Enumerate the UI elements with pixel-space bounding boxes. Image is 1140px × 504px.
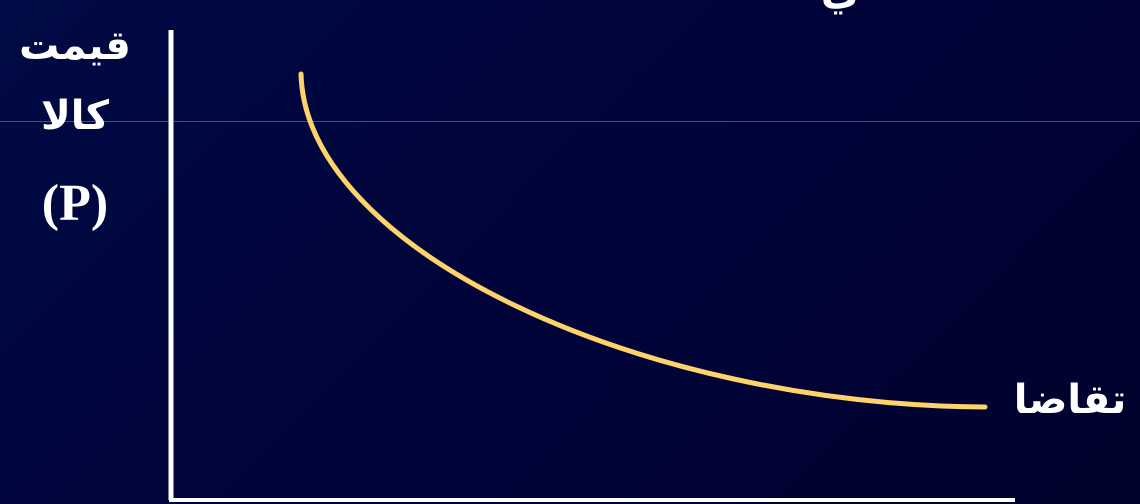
y-axis-label-line1: قيمت [19,23,131,69]
y-axis-label-line2: كالا [40,93,110,139]
demand-curve [298,71,988,410]
horizontal-guide-line [0,121,1140,122]
top-partial-text: ي [800,0,880,11]
y-axis-label-symbol: (P) [41,175,109,232]
demand-curve-label: تقاضا [1013,377,1127,423]
